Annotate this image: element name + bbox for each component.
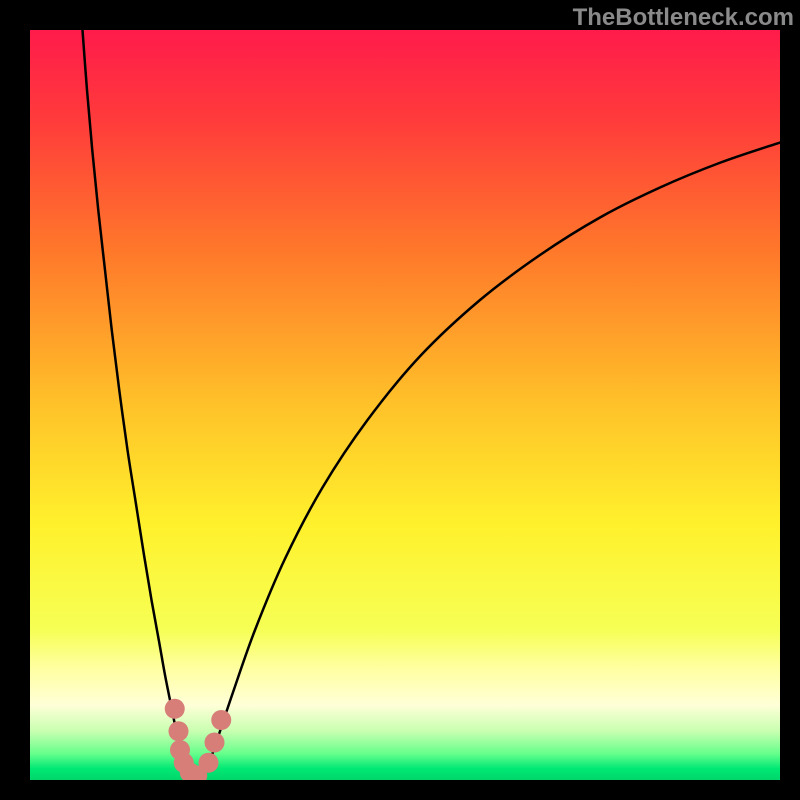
curve-left bbox=[83, 30, 192, 780]
marker-dot bbox=[199, 753, 219, 773]
chart-overlay-svg bbox=[30, 30, 780, 780]
watermark-text: TheBottleneck.com bbox=[573, 4, 794, 32]
marker-dot bbox=[211, 710, 231, 730]
marker-dot bbox=[169, 721, 189, 741]
curve-right bbox=[203, 143, 781, 781]
marker-dot bbox=[165, 699, 185, 719]
marker-group bbox=[165, 699, 232, 780]
chart-frame: TheBottleneck.com bbox=[0, 0, 800, 800]
marker-dot bbox=[205, 733, 225, 753]
plot-area bbox=[30, 30, 780, 780]
